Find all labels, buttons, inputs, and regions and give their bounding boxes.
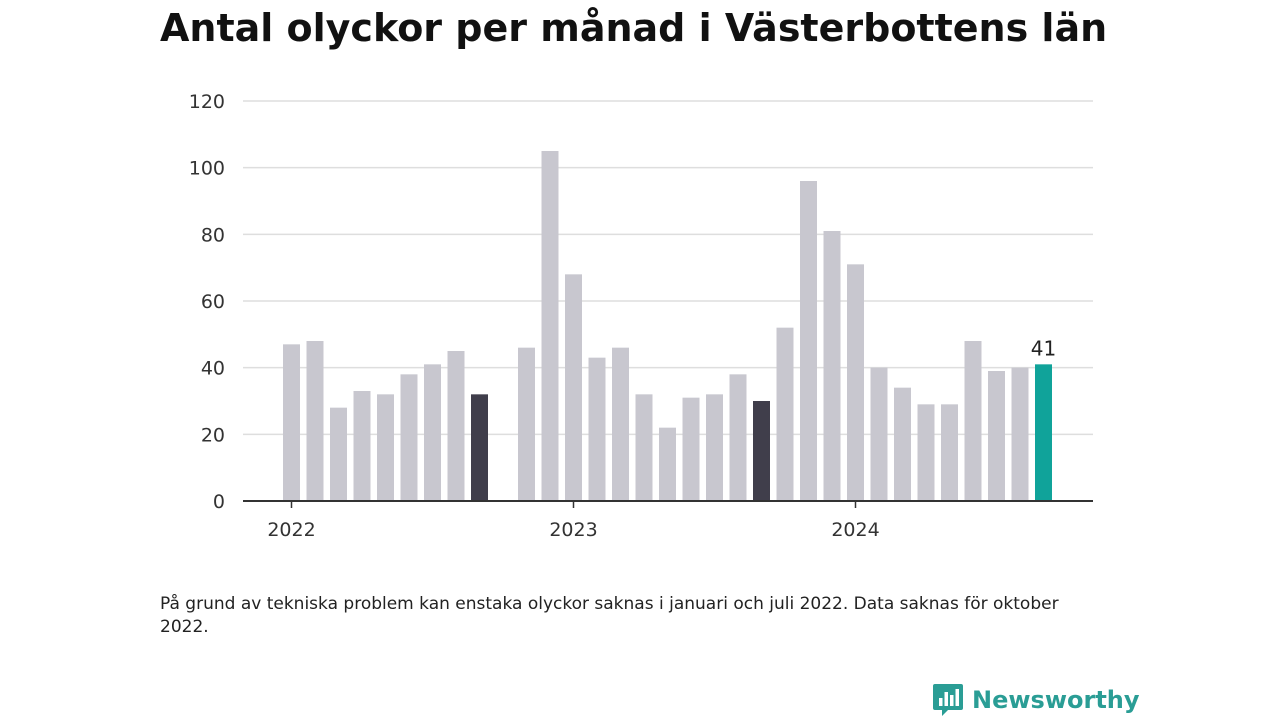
chart-footnote: På grund av tekniska problem kan enstaka… xyxy=(160,594,1059,637)
y-tick-label: 60 xyxy=(201,291,225,313)
bar-2023-03 xyxy=(612,347,629,501)
bar-2023-09 xyxy=(753,401,770,501)
bar-2022-07 xyxy=(424,364,441,501)
bar-2024-06 xyxy=(964,341,982,501)
bar-2022-11 xyxy=(518,347,535,501)
bar-2022-02 xyxy=(306,341,324,501)
bar-2022-08 xyxy=(447,351,465,501)
logo-text: Newsworthy xyxy=(972,686,1140,714)
bar-2024-05 xyxy=(941,404,958,501)
bar-2023-02 xyxy=(588,357,606,501)
bar-2024-08 xyxy=(1011,367,1029,501)
x-tick-label: 2022 xyxy=(267,519,315,541)
bar-2023-12 xyxy=(823,231,841,501)
y-tick-label: 100 xyxy=(189,158,225,180)
bar-data-label: 41 xyxy=(1031,336,1056,360)
bar-2022-05 xyxy=(377,394,394,501)
bar-2023-07 xyxy=(706,394,723,501)
bar-2023-11 xyxy=(800,181,817,501)
bar-2022-06 xyxy=(400,374,418,501)
bar-2024-02 xyxy=(870,367,888,501)
chart-title: Antal olyckor per månad i Västerbottens … xyxy=(160,6,1108,50)
bar-2024-04 xyxy=(917,404,935,501)
bar-2022-03 xyxy=(330,407,347,501)
bar-2024-09 xyxy=(1035,364,1052,501)
bar-2024-01 xyxy=(847,264,864,501)
bar-2022-04 xyxy=(353,391,371,501)
bar-2024-07 xyxy=(988,371,1005,501)
y-tick-label: 40 xyxy=(201,358,225,380)
bar-2022-12 xyxy=(541,151,559,501)
bar-2024-03 xyxy=(894,387,911,501)
bar-2023-05 xyxy=(659,427,676,501)
y-tick-label: 120 xyxy=(189,91,225,113)
x-tick-label: 2024 xyxy=(831,519,879,541)
bar-2023-06 xyxy=(682,397,700,501)
bar-2023-10 xyxy=(776,327,794,501)
y-tick-label: 0 xyxy=(213,491,225,513)
y-tick-label: 80 xyxy=(201,224,225,246)
bar-2023-08 xyxy=(729,374,747,501)
bar-2023-01 xyxy=(565,274,582,501)
chart-bubble-icon xyxy=(933,684,963,716)
y-tick-label: 20 xyxy=(201,424,225,446)
x-tick-label: 2023 xyxy=(549,519,597,541)
newsworthy-logo[interactable]: Newsworthy xyxy=(932,682,1140,718)
bar-2023-04 xyxy=(635,394,653,501)
bar-2022-01 xyxy=(283,344,300,501)
bar-2022-09 xyxy=(471,394,488,501)
